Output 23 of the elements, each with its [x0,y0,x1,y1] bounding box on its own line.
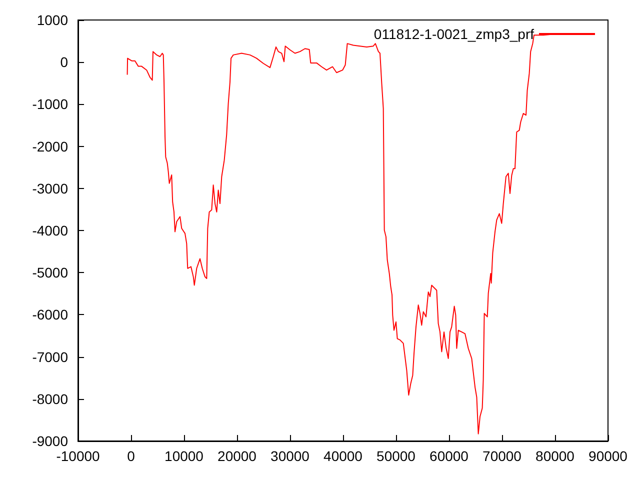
x-tick-label: 40000 [324,448,363,464]
x-tick-label: 0 [127,448,136,464]
x-tick-label: 80000 [536,448,575,464]
y-tick-label: -9000 [32,433,68,449]
y-tick-label: -6000 [32,306,68,323]
x-tick-label: 10000 [164,448,204,464]
y-tick-label: -4000 [32,222,68,238]
x-tick-label: 50000 [376,448,416,464]
y-tick-label: -2000 [32,138,68,154]
x-tick-label: 30000 [270,448,310,464]
y-tick-label: 0 [60,54,68,70]
x-tick-label: 90000 [588,448,628,464]
x-tick-label: 70000 [482,448,522,464]
y-tick-label: -8000 [32,390,68,407]
legend-label: 011812-1-0021_zmp3_prf [374,26,534,42]
y-tick-label: 1000 [36,12,68,28]
x-tick-label: -10000 [56,448,100,464]
x-tick-label: 60000 [430,448,469,464]
y-tick-label: -3000 [32,180,68,196]
y-tick-label: -7000 [32,348,68,365]
y-tick-label: -1000 [32,96,68,112]
x-tick-label: 20000 [218,448,257,464]
y-tick-label: -5000 [32,264,68,281]
